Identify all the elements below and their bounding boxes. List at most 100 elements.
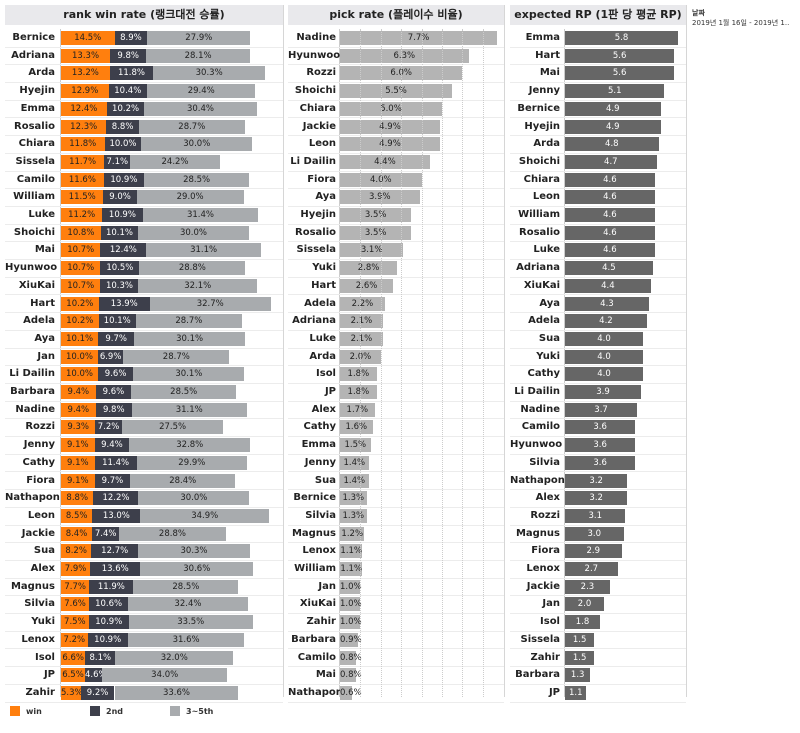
category-label: Nathapon xyxy=(510,474,565,486)
bar: 0.8% xyxy=(340,650,362,665)
category-label: Nadine xyxy=(15,403,55,415)
bar-segment-2nd: 8.8% xyxy=(106,119,139,134)
bar-segment-3~5th: 30.1% xyxy=(134,331,246,346)
legend-3-5th: 3~5th xyxy=(170,706,213,716)
bar-segment-win: 7.5% xyxy=(61,615,89,630)
category-label: XiuKai xyxy=(299,598,336,610)
category-label: Jackie xyxy=(302,120,336,132)
bar-segment-win: 14.5% xyxy=(61,31,115,45)
axis-line xyxy=(60,29,61,697)
table-row: Emma 5.8 xyxy=(510,29,686,48)
bar-segment-3~5th: 29.4% xyxy=(146,84,256,99)
category-label: Hyunwoo xyxy=(288,49,341,61)
bar-segment-3~5th: 32.1% xyxy=(138,278,257,293)
table-row: Rozzi 9.3% 7.2% 27.5% xyxy=(5,418,283,438)
category-label: Zahir xyxy=(306,616,336,628)
category-label: Mai xyxy=(34,244,55,256)
table-row: William 11.5% 9.0% 29.0% xyxy=(5,188,283,207)
bar: 1.5% xyxy=(340,438,371,453)
table-row: Luke 4.6 xyxy=(510,241,686,261)
category-label: Adriana xyxy=(11,49,55,61)
category-label: Cathy xyxy=(303,421,336,433)
table-row: Emma 12.4% 10.2% 30.4% xyxy=(5,100,283,119)
bar-segment-3~5th: 30.1% xyxy=(133,367,245,382)
gridline xyxy=(401,29,403,697)
category-label: Bernice xyxy=(517,102,560,114)
bar-segment-win: 13.2% xyxy=(61,66,110,81)
table-row: Fiora 2.9 xyxy=(510,542,686,561)
category-label: William xyxy=(13,191,55,203)
category-label: Adriana xyxy=(516,262,560,274)
table-row: Lenox 7.2% 10.9% 31.6% xyxy=(5,631,283,650)
bar: 1.1 xyxy=(565,685,587,700)
category-label: Hyejin xyxy=(524,120,560,132)
bar-segment-3~5th: 30.3% xyxy=(138,544,250,559)
bar: 1.5 xyxy=(565,632,595,647)
category-label: Jan xyxy=(318,580,336,592)
category-label: Nathapon xyxy=(5,492,60,504)
bar-segment-2nd: 10.3% xyxy=(100,278,139,293)
table-row: Hyunwoo 6.3% xyxy=(288,47,504,66)
category-label: Emma xyxy=(525,32,560,43)
category-label: Sissela xyxy=(520,633,561,645)
category-label: XiuKai xyxy=(523,279,560,291)
bar: 3.6 xyxy=(565,455,636,470)
bar: 6.3% xyxy=(340,48,469,63)
bar: 0.9% xyxy=(340,632,362,647)
table-row: Jan 1.0% xyxy=(288,578,504,597)
category-label: Leon xyxy=(27,509,55,521)
table-row: Camilo 11.6% 10.9% 28.5% xyxy=(5,171,283,190)
category-label: Bernice xyxy=(293,492,336,504)
bar: 4.5 xyxy=(565,261,653,276)
date-filter-value: 2019년 1월 16일 - 2019년 1.. xyxy=(692,19,790,27)
table-row: William 1.1% xyxy=(288,560,504,579)
table-row: Jenny 5.1 xyxy=(510,82,686,101)
table-row: Barbara 0.9% xyxy=(288,631,504,650)
bar: 2.1% xyxy=(340,314,383,329)
category-label: Sua xyxy=(33,545,55,557)
table-row: Shoichi 4.7 xyxy=(510,153,686,172)
category-label: Arda xyxy=(28,67,55,79)
category-label: Adriana xyxy=(292,315,336,327)
bar: 1.3% xyxy=(340,508,367,523)
category-label: Rozzi xyxy=(25,421,55,433)
bar-segment-win: 7.2% xyxy=(61,632,88,647)
bar: 3.9 xyxy=(565,385,642,399)
table-row: Jackie 8.4% 7.4% 28.8% xyxy=(5,525,283,544)
bar-segment-2nd: 10.1% xyxy=(100,225,139,240)
table-row: Hart 5.6 xyxy=(510,47,686,66)
category-label: Hart xyxy=(535,49,560,61)
bar-segment-win: 11.5% xyxy=(61,190,104,205)
bar-segment-2nd: 7.1% xyxy=(104,154,131,169)
category-label: JP xyxy=(43,669,55,681)
bar-segment-3~5th: 29.0% xyxy=(136,190,244,205)
date-filter[interactable]: 날짜 2019년 1월 16일 - 2019년 1.. xyxy=(692,8,789,28)
category-label: Shoichi xyxy=(294,85,336,97)
bar-segment-win: 7.9% xyxy=(61,562,91,576)
bar-segment-2nd: 11.9% xyxy=(89,579,134,594)
bar: 4.2 xyxy=(565,314,647,329)
bar-segment-win: 10.7% xyxy=(61,243,101,258)
bar: 4.7 xyxy=(565,154,657,169)
category-label: Rosalio xyxy=(295,226,336,238)
win-rate-panel: rank win rate (랭크대전 승률) Bernice 14.5% 8.9%… xyxy=(5,5,284,703)
table-row: Adela 2.2% xyxy=(288,295,504,314)
table-row: Rosalio 3.5% xyxy=(288,224,504,243)
table-row: Luke 11.2% 10.9% 31.4% xyxy=(5,206,283,225)
table-row: Jenny 9.1% 9.4% 32.8% xyxy=(5,436,283,455)
category-label: Alex xyxy=(30,563,55,574)
category-label: Fiora xyxy=(26,474,55,486)
table-row: JP 1.8% xyxy=(288,383,504,402)
bar-segment-win: 10.2% xyxy=(61,296,99,311)
table-row: Arda 13.2% 11.8% 30.3% xyxy=(5,64,283,84)
bar-segment-3~5th: 28.7% xyxy=(123,349,230,364)
bar-segment-2nd: 8.9% xyxy=(114,31,148,45)
bar-segment-win: 13.3% xyxy=(61,48,111,63)
table-row: Hyunwoo 3.6 xyxy=(510,436,686,455)
category-label: Hyejin xyxy=(19,85,55,97)
bar-segment-win: 9.1% xyxy=(61,455,95,470)
bar-segment-2nd: 11.8% xyxy=(109,66,154,81)
bar: 3.5% xyxy=(340,225,412,240)
bar-segment-3~5th: 28.5% xyxy=(131,385,237,399)
bar-segment-3~5th: 28.7% xyxy=(135,314,242,329)
